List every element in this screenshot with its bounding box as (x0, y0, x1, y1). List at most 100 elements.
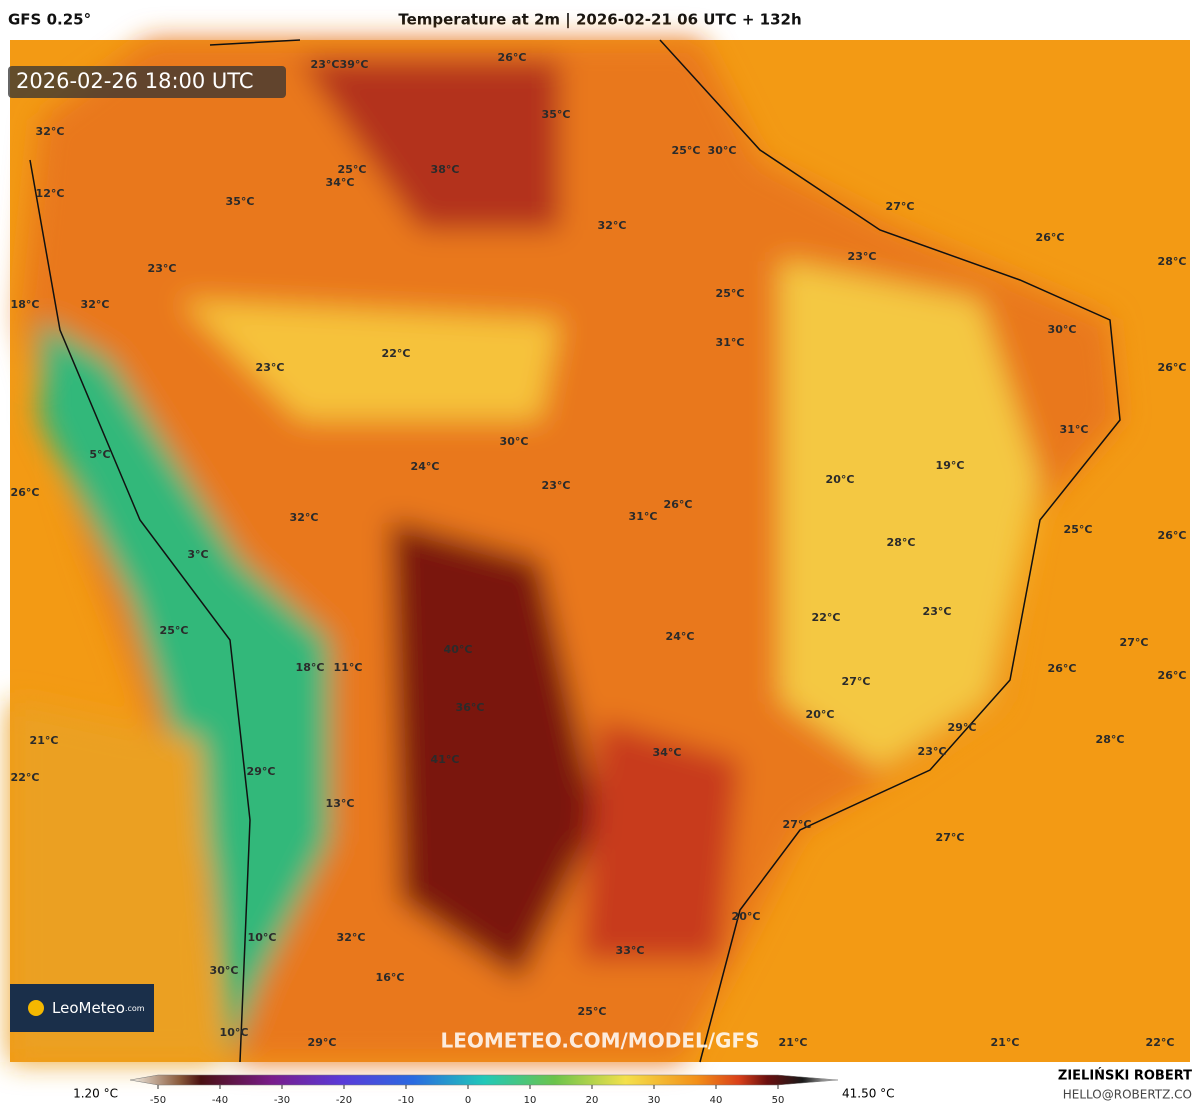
temperature-label: 27°C (842, 675, 871, 688)
temperature-label: 40°C (444, 643, 473, 656)
colorbar-tick-label: -30 (274, 1095, 290, 1106)
coastline (29, 39, 1121, 1063)
temperature-label: 25°C (672, 144, 701, 157)
temperature-label: 33°C (616, 944, 645, 957)
temperature-label: 10°C (220, 1026, 249, 1039)
temperature-label: 27°C (886, 200, 915, 213)
temperature-label: 29°C (247, 765, 276, 778)
temperature-label: 23°C (918, 745, 947, 758)
colorbar-tick-label: 40 (710, 1095, 723, 1106)
temperature-label: 11°C (334, 661, 363, 674)
watermark: LEOMETEO.COM/MODEL/GFS (440, 1029, 759, 1053)
temperature-label: 26°C (1158, 669, 1187, 682)
temperature-label: 34°C (326, 176, 355, 189)
map-title: Temperature at 2m | 2026-02-21 06 UTC + … (398, 11, 801, 30)
temperature-label: 22°C (11, 771, 40, 784)
temperature-label: 13°C (326, 797, 355, 810)
temperature-label: 28°C (1096, 733, 1125, 746)
temperature-label: 3°C (187, 548, 208, 561)
colorbar-tick-label: 0 (465, 1095, 471, 1106)
temperature-label: 10°C (248, 931, 277, 944)
temperature-label: 16°C (376, 971, 405, 984)
temperature-label: 5°C (89, 448, 110, 461)
temperature-label: 23°C (923, 605, 952, 618)
temperature-label: 18°C (296, 661, 325, 674)
colorbar-tick-label: 30 (648, 1095, 661, 1106)
temperature-label: 28°C (887, 536, 916, 549)
temperature-label: 23°C (542, 479, 571, 492)
temperature-label: 36°C (456, 701, 485, 714)
temperature-label: 30°C (708, 144, 737, 157)
temperature-label: 26°C (1158, 361, 1187, 374)
map: 2026-02-26 18:00 UTC 23°C 39°C26°C35°C32°… (8, 39, 1190, 1063)
colorbar-tick-label: 20 (586, 1095, 599, 1106)
temperature-label: 22°C (812, 611, 841, 624)
temperature-label: 22°C (382, 347, 411, 360)
temperature-label: 30°C (1048, 323, 1077, 336)
temperature-label: 35°C (226, 195, 255, 208)
logo-text: LeoMeteo.com (52, 999, 145, 1017)
temperature-label: 25°C (578, 1005, 607, 1018)
colorbar-tick-label: -10 (398, 1095, 414, 1106)
temperature-label: 25°C (716, 287, 745, 300)
colorbar-tick-label: -50 (150, 1095, 166, 1106)
temperature-label: 32°C (337, 931, 366, 944)
temperature-label: 20°C (826, 473, 855, 486)
valid-time: 2026-02-26 18:00 UTC (16, 69, 254, 93)
colorbar-bar (129, 1074, 839, 1086)
temperature-label: 31°C (1060, 423, 1089, 436)
temperature-label: 26°C (11, 486, 40, 499)
temperature-label: 21°C (991, 1036, 1020, 1049)
temperature-label: 23°C (848, 250, 877, 263)
time-box (8, 66, 286, 98)
temperature-label: 12°C (36, 187, 65, 200)
temperature-label: 26°C (1036, 231, 1065, 244)
author-name: ZIELIŃSKI ROBERT (1058, 1068, 1192, 1084)
temperature-label: 38°C (431, 163, 460, 176)
temperature-label: 23°C (311, 58, 340, 71)
logo-sun (28, 1000, 44, 1016)
temperature-label: 30°C (210, 964, 239, 977)
temperature-label: 32°C (36, 125, 65, 138)
temperature-label: 27°C (936, 831, 965, 844)
temperature-label: 26°C (498, 51, 527, 64)
temperature-label: 29°C (948, 721, 977, 734)
temperature-label: 21°C (779, 1036, 808, 1049)
logo-suffix: .com (125, 1004, 145, 1013)
colorbar-tick-label: 50 (772, 1095, 785, 1106)
temperature-label: 24°C (411, 460, 440, 473)
temperature-field (10, 40, 1120, 1062)
author-email: HELLO@ROBERTZ.CO (1063, 1088, 1192, 1102)
temperature-label: 25°C (160, 624, 189, 637)
temperature-label: 26°C (1048, 662, 1077, 675)
temperature-label: 22°C (1146, 1036, 1175, 1049)
logo-name: LeoMeteo (52, 999, 125, 1017)
temperature-label: 23°C (148, 262, 177, 275)
temperature-label: 28°C (1158, 255, 1187, 268)
colorbar-tick-label: -40 (212, 1095, 228, 1106)
temperature-label: 24°C (666, 630, 695, 643)
model-name: GFS 0.25° (8, 11, 91, 29)
colorbar: 1.20 °C 41.50 °C -50 -40 -30 -20 -10 0 10 20 30 4… (73, 1074, 895, 1106)
temperature-label: 27°C (1120, 636, 1149, 649)
temperature-label: 35°C (542, 108, 571, 121)
temperature-label: 19°C (936, 459, 965, 472)
temperature-label: 41°C (431, 753, 460, 766)
temperature-label: 34°C (653, 746, 682, 759)
temperature-label: 20°C (732, 910, 761, 923)
temperature-labels: 23°C 39°C26°C35°C32°C25°C34°C38°C25°C 30°C… (11, 51, 1187, 1049)
temperature-label: 30°C (500, 435, 529, 448)
temperature-label: 32°C (598, 219, 627, 232)
temperature-label: 27°C (783, 818, 812, 831)
temperature-label: 31°C (629, 510, 658, 523)
temperature-label: 32°C (290, 511, 319, 524)
temperature-label: 20°C (806, 708, 835, 721)
temperature-label: 23°C (256, 361, 285, 374)
colorbar-tick-label: -20 (336, 1095, 352, 1106)
temperature-label: 31°C (716, 336, 745, 349)
temperature-label: 26°C (1158, 529, 1187, 542)
temperature-label: 25°C (338, 163, 367, 176)
temperature-label: 21°C (30, 734, 59, 747)
colorbar-tick-label: 10 (524, 1095, 537, 1106)
